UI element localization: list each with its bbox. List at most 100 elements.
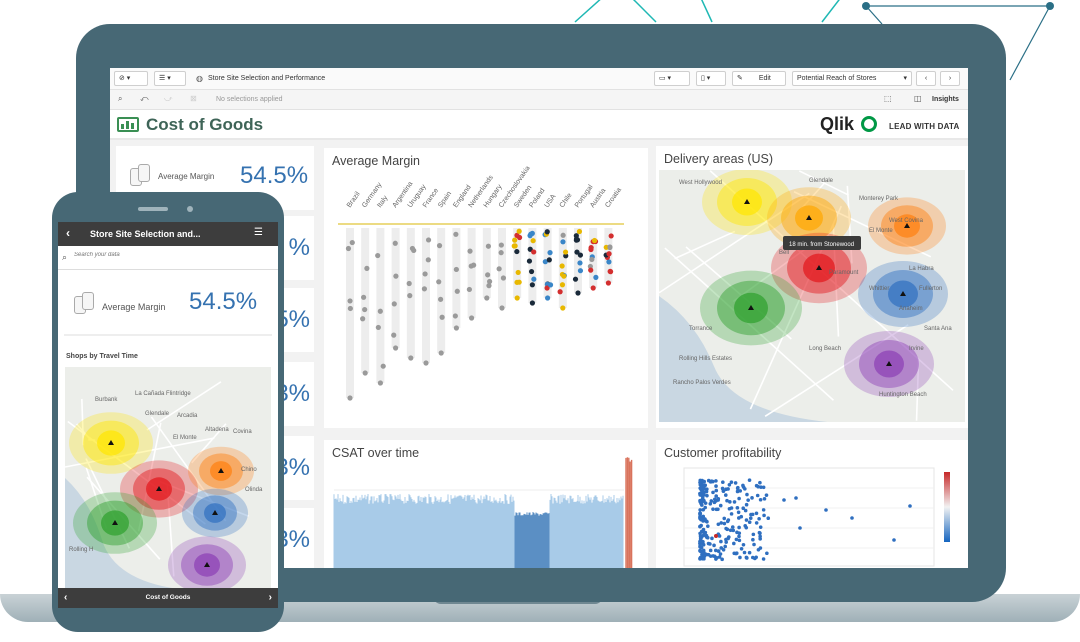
customer-dot: [700, 490, 704, 494]
customer-dot: [722, 516, 727, 521]
margin-dot: [409, 245, 416, 252]
customer-dot: [745, 492, 749, 497]
customer-dot: [698, 534, 703, 538]
margin-range-bar: [528, 228, 537, 303]
margin-dot: [607, 269, 614, 275]
store-marker-icon: [112, 520, 118, 525]
margin-dot: [561, 273, 567, 279]
panel-title: Average Margin: [332, 154, 421, 168]
margin-dot: [562, 249, 569, 255]
road-line: [67, 420, 206, 525]
navigation-menu-button[interactable]: ⊘ ▾: [114, 71, 148, 86]
search-icon: ⌕: [62, 252, 68, 262]
step-forward-icon[interactable]: ⤻: [164, 94, 173, 103]
customer-dot: [699, 540, 704, 545]
phone-app-title: Store Site Selection and...: [90, 229, 201, 239]
coins-icon: [130, 164, 152, 188]
delivery-areas-map[interactable]: West Hollywood Glendale Monterey Park El Mo…: [659, 170, 965, 422]
customer-dot: [741, 485, 746, 489]
sheet-selector[interactable]: Potential Reach of Stores ▾: [792, 71, 912, 86]
margin-dot: [516, 279, 522, 285]
margin-dot: [545, 295, 551, 301]
customer-dot: [714, 488, 719, 493]
margin-dot: [588, 267, 594, 273]
customer-dot: [706, 478, 711, 483]
customer-profitability-scatter[interactable]: [656, 440, 968, 568]
margin-dot: [546, 257, 552, 263]
customer-dot: [705, 493, 709, 498]
country-label: Spain: [437, 190, 453, 209]
story-button[interactable]: ▭ ▾: [654, 71, 690, 86]
clear-selections-icon[interactable]: ⊠: [190, 94, 197, 103]
panel-title: Delivery areas (US): [664, 152, 774, 166]
customer-dot: [698, 508, 702, 512]
customer-dot: [706, 524, 710, 528]
margin-dot: [531, 249, 537, 255]
smart-search-icon[interactable]: ⌕: [118, 94, 123, 103]
shops-by-travel-time-map[interactable]: La Cañada Flintridge Burbank Glendale Arcad…: [65, 367, 271, 589]
phone-kpi-label: Average Margin: [102, 302, 166, 312]
customer-dot: [728, 528, 733, 533]
hamburger-menu-icon[interactable]: ☰: [254, 227, 263, 238]
insights-icon: ◫: [914, 94, 922, 103]
customer-dot: [716, 522, 721, 527]
customer-dot: [700, 503, 704, 507]
map-tooltip: [783, 236, 861, 250]
csat-chart[interactable]: [324, 440, 648, 568]
margin-dot: [516, 228, 522, 234]
edit-button[interactable]: ✎ Edit: [732, 71, 786, 86]
next-sheet-button[interactable]: ›: [940, 71, 960, 86]
previous-sheet-button[interactable]: ‹: [916, 71, 936, 86]
chevron-down-icon: ▾: [903, 75, 907, 82]
step-back-icon[interactable]: ⤺: [140, 94, 149, 103]
phone-kpi-average-margin[interactable]: Average Margin 54.5%: [64, 280, 272, 336]
bookmark-icon: ▯ ▾: [701, 75, 711, 82]
customer-dot: [709, 499, 714, 503]
store-marker-icon: [212, 510, 218, 515]
margin-dot: [559, 282, 566, 288]
margin-dot: [498, 250, 504, 256]
network-node-icon: [862, 2, 870, 10]
margin-dot: [572, 276, 579, 282]
map-place-label: Paramount: [829, 270, 859, 276]
back-arrow-icon[interactable]: ‹: [66, 226, 70, 240]
chevron-left-icon[interactable]: ‹: [64, 592, 68, 603]
margin-dot: [605, 280, 611, 286]
margin-dot: [364, 265, 370, 271]
delivery-areas-panel[interactable]: Delivery areas (US) West Hollywood Glenda…: [656, 146, 968, 428]
margin-dot: [438, 350, 444, 356]
map-tooltip-text: 18 min. from Stonewood: [789, 242, 854, 248]
selection-tool-icon[interactable]: ⬚: [884, 94, 892, 103]
chevron-right-icon[interactable]: ›: [268, 592, 272, 603]
map-place-label: Chino: [241, 467, 257, 473]
phone-search-bar[interactable]: ⌕: [58, 246, 278, 270]
road-line: [659, 192, 810, 294]
csat-panel[interactable]: CSAT over time: [324, 440, 648, 568]
customer-dot: [734, 537, 739, 542]
map-place-label: West Covina: [889, 218, 924, 224]
margin-dot: [487, 278, 493, 285]
bookmark-button[interactable]: ▯ ▾: [696, 71, 726, 86]
customer-dot: [703, 483, 708, 488]
customer-dot: [761, 557, 766, 561]
sheet-list-button[interactable]: ☰ ▾: [154, 71, 186, 86]
margin-dot: [468, 263, 474, 269]
margin-dot: [360, 316, 366, 322]
coins-icon: [74, 292, 96, 316]
customer-dot: [698, 511, 702, 516]
insights-button[interactable]: Insights: [932, 96, 959, 103]
customer-profitability-panel[interactable]: Customer profitability: [656, 440, 968, 568]
road-line: [664, 247, 834, 401]
average-margin-panel[interactable]: Average Margin Brazil Germany Italy Argenti…: [324, 148, 648, 428]
map-place-label: Rancho Palos Verdes: [673, 380, 731, 386]
search-input[interactable]: [74, 252, 264, 258]
margin-dot: [393, 345, 399, 351]
sheet-header: Cost of Goods Qlik LEAD WITH DATA: [110, 110, 968, 140]
sheet-title: Cost of Goods: [146, 115, 264, 134]
customer-dot: [712, 543, 716, 548]
margin-dot: [514, 295, 520, 301]
margin-range-bar: [422, 228, 430, 363]
selections-bar: ⌕ ⤺ ⤻ ⊠ No selections applied ⬚ ◫ Insigh…: [110, 90, 968, 110]
